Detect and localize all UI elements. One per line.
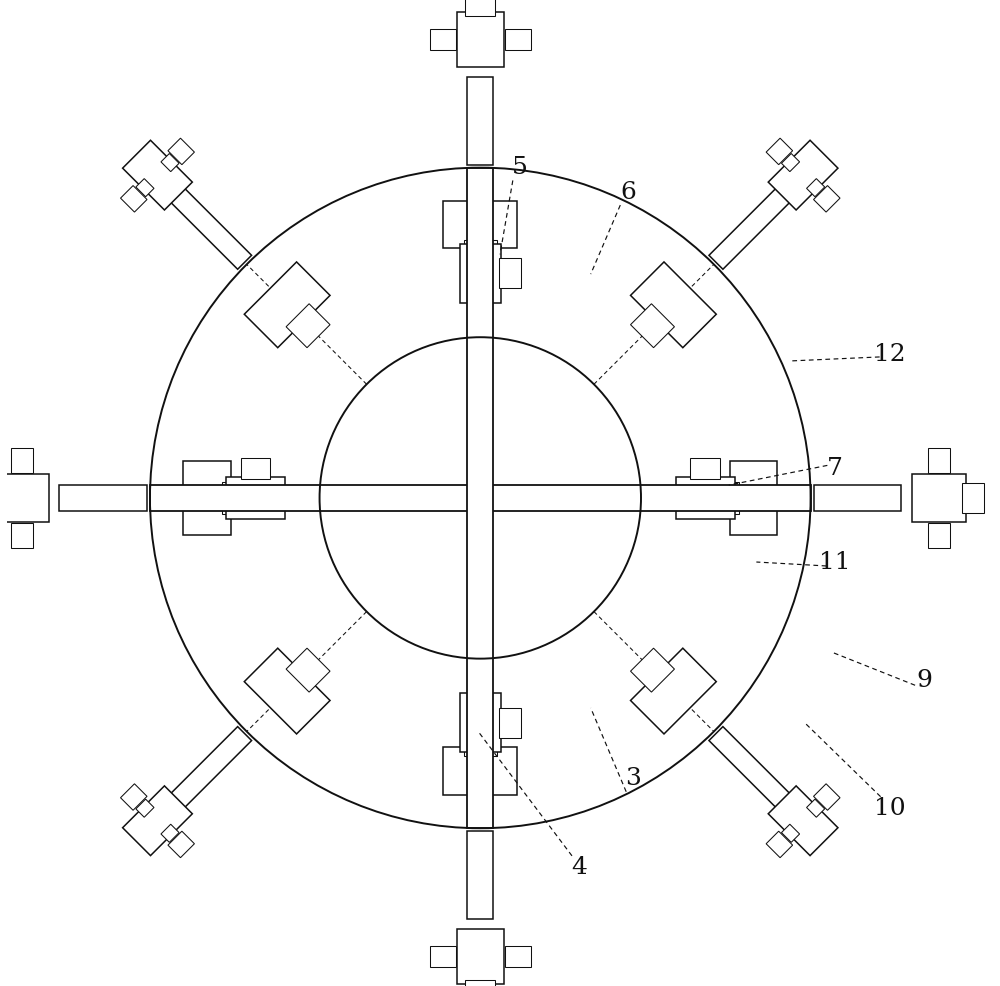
Bar xyxy=(168,831,194,858)
Bar xyxy=(241,458,270,479)
Bar xyxy=(443,201,517,248)
Bar xyxy=(222,481,252,515)
Bar xyxy=(814,485,901,511)
Bar xyxy=(690,458,720,479)
Bar xyxy=(457,12,504,67)
Bar xyxy=(430,946,456,967)
Bar xyxy=(460,693,501,752)
Bar xyxy=(676,477,735,519)
Bar xyxy=(59,485,147,511)
Text: 3: 3 xyxy=(625,767,641,791)
Bar xyxy=(928,448,950,473)
Bar xyxy=(499,258,521,288)
Bar xyxy=(161,824,179,842)
Bar xyxy=(465,980,495,986)
Bar xyxy=(464,240,497,269)
Bar xyxy=(928,523,950,548)
Bar xyxy=(286,648,330,692)
Bar xyxy=(467,831,493,919)
Bar xyxy=(962,483,984,513)
Text: 4: 4 xyxy=(571,856,587,880)
Bar xyxy=(814,185,840,212)
Text: 9: 9 xyxy=(916,669,932,692)
Bar xyxy=(631,648,716,734)
Bar xyxy=(505,29,531,50)
Text: 11: 11 xyxy=(819,550,851,574)
Bar xyxy=(11,448,33,473)
Bar xyxy=(123,140,192,210)
Text: 12: 12 xyxy=(874,343,905,367)
Text: 7: 7 xyxy=(827,457,843,480)
Bar xyxy=(467,168,493,828)
Bar xyxy=(807,799,825,817)
Bar xyxy=(781,824,800,842)
Bar xyxy=(121,185,147,212)
Bar xyxy=(912,474,966,522)
Text: 6: 6 xyxy=(620,180,636,204)
Bar xyxy=(505,946,531,967)
Bar xyxy=(464,727,497,756)
Bar xyxy=(244,262,330,348)
Bar xyxy=(161,154,179,172)
Bar xyxy=(136,799,154,817)
Bar xyxy=(709,481,739,515)
Bar xyxy=(631,304,674,348)
Bar xyxy=(465,0,495,16)
Bar xyxy=(170,727,252,809)
Bar xyxy=(709,187,791,269)
Bar xyxy=(766,831,793,858)
Bar xyxy=(286,304,330,348)
Bar xyxy=(807,178,825,197)
Bar xyxy=(226,477,285,519)
Bar xyxy=(631,262,716,348)
Bar xyxy=(183,461,231,534)
Bar xyxy=(631,648,674,692)
Bar xyxy=(781,154,800,172)
Bar xyxy=(150,485,811,511)
Bar xyxy=(730,461,777,534)
Text: 10: 10 xyxy=(874,797,905,820)
Bar xyxy=(768,786,838,856)
Bar xyxy=(768,140,838,210)
Bar xyxy=(170,187,252,269)
Bar xyxy=(443,747,517,795)
Bar xyxy=(136,178,154,197)
Bar xyxy=(499,708,521,738)
Bar xyxy=(766,138,793,165)
Bar xyxy=(467,77,493,165)
Bar xyxy=(168,138,194,165)
Bar xyxy=(121,784,147,810)
Bar xyxy=(460,244,501,303)
Bar xyxy=(814,784,840,810)
Text: 5: 5 xyxy=(512,156,528,179)
Bar xyxy=(244,648,330,734)
Bar xyxy=(0,474,49,522)
Bar xyxy=(430,29,456,50)
Bar xyxy=(457,929,504,983)
Bar xyxy=(123,786,192,856)
Bar xyxy=(709,727,791,809)
Bar xyxy=(11,523,33,548)
